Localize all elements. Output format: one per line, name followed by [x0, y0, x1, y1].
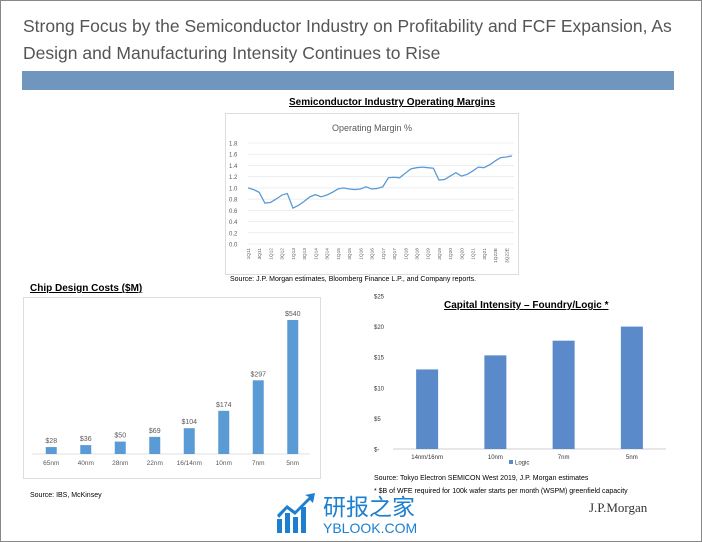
y-tick-label: 0.4: [229, 220, 238, 226]
x-tick-label: 1Q18: [403, 248, 409, 260]
x-tick-label: 16/14nm: [177, 460, 202, 467]
capital-intensity-source: Source: Tokyo Electron SEMICON West 2019…: [374, 475, 589, 482]
x-tick-label: 5nm: [626, 455, 638, 461]
banner-bar: [22, 71, 674, 90]
x-tick-label: 28nm: [112, 460, 128, 467]
slide-title: Strong Focus by the Semiconductor Indust…: [23, 16, 672, 63]
capital-intensity-title: Capital Intensity – Foundry/Logic *: [444, 300, 609, 311]
data-label: $174: [216, 402, 232, 409]
y-tick-label: $25: [374, 295, 385, 301]
series-line: [247, 155, 513, 209]
x-tick-label: 3Q22E: [504, 248, 510, 263]
x-tick-label: 1Q15: [336, 248, 342, 260]
op-margin-svg: Operating Margin % 0.0 0.2 0.4 0.6 0.8 1.0 1.2 1…: [229, 123, 514, 263]
bar: [183, 428, 195, 454]
x-tick-label: 1Q21: [471, 248, 477, 260]
x-tick-label: 3Q16: [370, 248, 376, 260]
x-tick-label: 22nm: [147, 460, 163, 467]
x-tick-label: 3Q20: [459, 248, 465, 260]
y-tick-label: 1.6: [229, 153, 238, 159]
data-label: $104: [181, 419, 197, 426]
y-tick-label: $-: [374, 448, 379, 454]
y-tick-label: 1.2: [229, 175, 238, 181]
x-tick-label: 1Q20: [448, 248, 454, 260]
x-tick-label: 3Q15: [347, 248, 353, 260]
data-label: $297: [250, 371, 266, 378]
chart-title: Operating Margin %: [332, 123, 412, 133]
chip-cost-title: Chip Design Costs ($M): [30, 283, 143, 294]
chip-cost-svg: $28 65nm $36 40nm $50 28nm $69 22nm $104 16/14nm $…: [32, 311, 310, 467]
bar: [45, 447, 57, 454]
x-tick-label: 1Q14: [313, 248, 319, 260]
bar: [218, 410, 230, 454]
legend-label: Logic: [515, 461, 529, 467]
x-tick-label: 7nm: [558, 455, 570, 461]
y-tick-label: $20: [374, 325, 385, 331]
bar: [80, 445, 92, 454]
x-tick-label: 3Q17: [392, 248, 398, 260]
x-tick-label: 1Q22E: [493, 248, 499, 263]
bar: [114, 441, 126, 454]
x-tick-label: 3Q21: [482, 248, 488, 260]
y-tick-label: 0.0: [229, 243, 238, 249]
y-tick-label: $10: [374, 386, 385, 392]
data-label: $50: [114, 433, 126, 440]
x-tick-label: 3Q14: [325, 248, 331, 260]
x-tick-label: 1Q11: [246, 248, 252, 260]
x-tick-label: 10nm: [488, 455, 503, 461]
op-margin-heading: Semiconductor Industry Operating Margins: [289, 97, 496, 108]
x-tick-label: 3Q19: [437, 248, 443, 260]
x-tick-label: 5nm: [286, 460, 299, 467]
y-tick-label: 1.0: [229, 186, 238, 192]
x-tick-label: 7nm: [252, 460, 265, 467]
y-tick-label: $5: [374, 417, 381, 423]
watermark-graphic-icon: 研报之家 YBLOOK.COM: [277, 493, 417, 536]
bar: [552, 340, 575, 449]
x-tick-label: 65nm: [43, 460, 59, 467]
bar: [484, 355, 507, 449]
jpmorgan-logo: J.P.Morgan: [589, 500, 648, 515]
x-tick-label: 1Q12: [268, 248, 274, 260]
x-tick-label: 40nm: [78, 460, 94, 467]
x-tick-label: 1Q13: [291, 248, 297, 260]
data-label: $36: [80, 436, 92, 443]
y-tick-label: 0.2: [229, 231, 238, 237]
legend-swatch: [509, 460, 513, 464]
capital-intensity-footnote: * $B of WFE required for 100k wafer star…: [374, 488, 628, 495]
bar: [416, 369, 439, 449]
data-label: $69: [149, 428, 161, 435]
y-tick-label: 1.8: [229, 142, 238, 148]
op-margin-source: Source: J.P. Morgan estimates, Bloomberg…: [230, 276, 477, 283]
y-tick-label: 0.6: [229, 209, 238, 215]
bar: [252, 380, 264, 454]
bar: [149, 436, 161, 454]
y-tick-label: $15: [374, 356, 385, 362]
x-tick-label: 10nm: [216, 460, 232, 467]
bar: [287, 320, 299, 454]
op-margin-chart: Operating Margin % 0.0 0.2 0.4 0.6 0.8 1.0 1.2 1…: [225, 113, 519, 275]
x-tick-label: 3Q13: [302, 248, 308, 260]
x-tick-label: 3Q11: [257, 248, 263, 260]
x-tick-label: 1Q17: [381, 248, 387, 260]
watermark-cn: 研报之家: [323, 494, 415, 520]
watermark-logo: 研报之家 YBLOOK.COM: [275, 491, 445, 541]
x-tick-label: 3Q18: [415, 248, 421, 260]
chip-cost-source: Source: IBS, McKinsey: [30, 492, 102, 499]
data-label: $28: [45, 438, 57, 445]
x-tick-label: 1Q16: [358, 248, 364, 260]
x-tick-label: 3Q12: [280, 248, 286, 260]
x-tick-label: 1Q19: [426, 248, 432, 260]
y-tick-label: 0.8: [229, 198, 238, 204]
watermark-en: YBLOOK.COM: [323, 520, 417, 536]
x-tick-label: 14nm/16nm: [411, 455, 443, 461]
bar: [620, 326, 643, 449]
y-tick-label: 1.4: [229, 164, 238, 170]
data-label: $540: [285, 311, 301, 318]
capital-intensity-svg: $- $5 $10 $15 $20 $25 14nm/16nm 10nm 7nm 5nm Logic: [374, 295, 666, 467]
chip-cost-chart: $28 65nm $36 40nm $50 28nm $69 22nm $104 16/14nm $…: [23, 297, 321, 479]
